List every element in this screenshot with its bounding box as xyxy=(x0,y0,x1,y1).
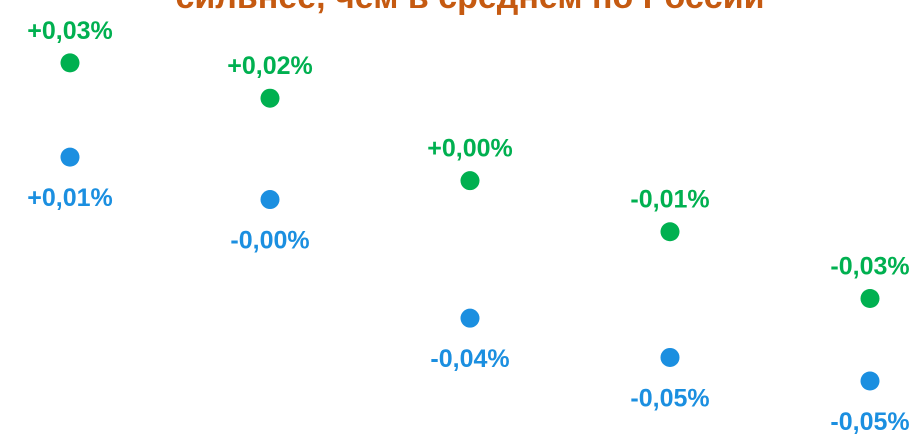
dot xyxy=(60,53,80,73)
value-label: +0,02% xyxy=(227,52,313,80)
value-label: -0,00% xyxy=(230,227,309,255)
value-label: -0,01% xyxy=(630,186,709,214)
value-label: +0,00% xyxy=(427,135,513,163)
dot xyxy=(660,222,680,242)
dot xyxy=(260,190,280,210)
value-label: -0,05% xyxy=(630,384,709,412)
dot xyxy=(860,371,880,391)
value-label: -0,03% xyxy=(830,253,909,281)
value-label: -0,04% xyxy=(430,345,509,373)
chart-title: сильнее, чем в среднем по России xyxy=(176,0,765,16)
dot xyxy=(460,171,480,191)
value-label: +0,01% xyxy=(27,184,113,212)
dot xyxy=(660,347,680,367)
dot xyxy=(460,308,480,328)
value-label: +0,03% xyxy=(27,17,113,45)
value-label: -0,05% xyxy=(830,408,909,436)
dot xyxy=(60,147,80,167)
dot xyxy=(260,88,280,108)
dot xyxy=(860,289,880,309)
